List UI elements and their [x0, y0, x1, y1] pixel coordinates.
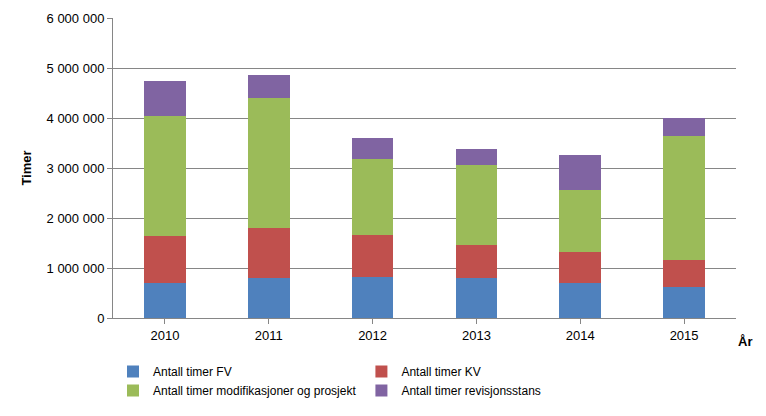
svg-text:2011: 2011 — [255, 328, 283, 343]
svg-text:2010: 2010 — [150, 328, 179, 343]
svg-text:1 000 000: 1 000 000 — [47, 261, 105, 276]
svg-text:Timer: Timer — [19, 150, 34, 185]
svg-text:2 000 000: 2 000 000 — [47, 211, 105, 226]
svg-text:Antall timer KV: Antall timer KV — [401, 365, 480, 379]
svg-text:2014: 2014 — [566, 328, 595, 343]
svg-text:5 000 000: 5 000 000 — [47, 61, 105, 76]
svg-text:2012: 2012 — [358, 328, 387, 343]
svg-text:2015: 2015 — [670, 328, 699, 343]
svg-text:År: År — [738, 334, 752, 349]
svg-text:4 000 000: 4 000 000 — [47, 111, 105, 126]
svg-text:6 000 000: 6 000 000 — [47, 11, 105, 26]
svg-text:Antall timer FV: Antall timer FV — [153, 365, 232, 379]
svg-text:0: 0 — [97, 311, 104, 326]
svg-text:Antall timer revisjonsstans: Antall timer revisjonsstans — [401, 384, 540, 398]
svg-text:3 000 000: 3 000 000 — [47, 161, 105, 176]
svg-text:2013: 2013 — [462, 328, 491, 343]
svg-text:Antall timer modifikasjoner og: Antall timer modifikasjoner og prosjekt — [153, 384, 356, 398]
